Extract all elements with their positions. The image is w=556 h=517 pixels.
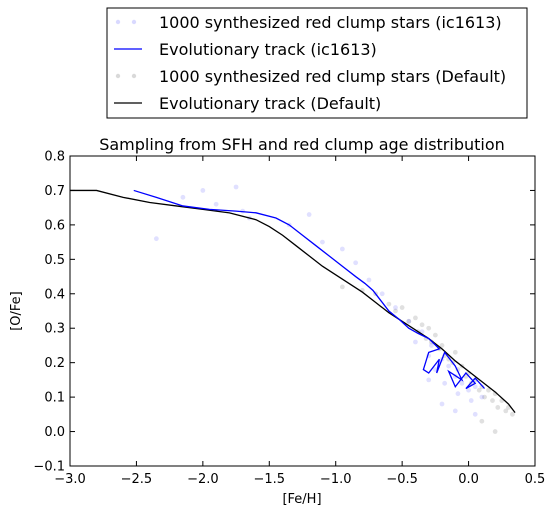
y-tick-label: 0.3: [44, 322, 65, 337]
scatter-point: [510, 411, 515, 417]
x-tick-label: −0.5: [386, 472, 418, 487]
scatter-point: [490, 398, 495, 403]
scatter-point: [233, 184, 239, 190]
scatter-point: [492, 429, 498, 434]
scatter-point: [432, 332, 438, 338]
y-tick-label: −0.1: [33, 460, 65, 475]
x-tick-label: −1.0: [320, 472, 352, 487]
legend-label: 1000 synthesized red clump stars (Defaul…: [159, 67, 506, 86]
legend-marker-ic1613: [131, 19, 137, 25]
scatter-point: [413, 315, 418, 321]
series-line: [133, 189, 485, 390]
y-tick-label: 0.4: [44, 287, 65, 302]
scatter-point: [406, 318, 412, 324]
x-axis-label: [Fe/H]: [282, 492, 321, 507]
x-tick-label: −1.5: [253, 472, 285, 487]
scatter-point: [476, 387, 482, 393]
scatter-point: [452, 349, 458, 355]
chart-title: Sampling from SFH and red clump age dist…: [99, 135, 505, 154]
legend-entry-2: 1000 synthesized red clump stars (Defaul…: [115, 67, 506, 86]
scatter-point: [306, 212, 312, 217]
tick-layer: −3.0 −2.5 −2.0 −1.5 −1.0 −0.5 0.0 0.5 −0.1 0.0 0.1…: [33, 150, 545, 488]
scatter-point: [366, 277, 372, 283]
series-line: [70, 189, 516, 414]
legend-marker-default: [115, 73, 121, 79]
scatter-point: [406, 318, 412, 324]
scatter-point: [459, 380, 465, 386]
scatter-point: [503, 408, 509, 414]
scatter-point: [426, 377, 432, 383]
scatter-point: [442, 380, 448, 386]
y-tick-label: 0.8: [44, 150, 65, 165]
scatter-point: [452, 408, 458, 414]
x-tick-label: 0.0: [458, 472, 479, 487]
scatter-point: [482, 394, 487, 400]
scatter-point: [379, 291, 385, 297]
x-tick-label: −2.0: [187, 472, 219, 487]
scatter-point: [353, 260, 359, 266]
scatter-point: [153, 236, 159, 242]
scatter-point: [393, 305, 398, 310]
scatter-point: [472, 384, 478, 390]
scatter-point: [386, 301, 392, 307]
plot-frame: [69, 155, 536, 467]
legend-entry-0: 1000 synthesized red clump stars (ic1613…: [115, 13, 502, 32]
scatter-point: [479, 384, 485, 390]
scatter-point: [399, 305, 405, 310]
y-tick-label: 0.5: [44, 253, 65, 268]
scatter-point: [180, 194, 186, 200]
y-axis-label: [O/Fe]: [9, 291, 24, 331]
legend-frame: [106, 7, 528, 119]
legend-marker-default: [131, 73, 137, 79]
legend-marker-ic1613: [115, 19, 121, 25]
y-tick-label: 0.0: [44, 425, 65, 440]
line-layer: [70, 189, 516, 414]
scatter-point: [479, 394, 485, 400]
scatter-point: [426, 325, 432, 331]
y-tick-label: 0.2: [44, 356, 65, 371]
scatter-point: [468, 398, 474, 403]
scatter-point: [495, 405, 501, 410]
plot-area: −3.0 −2.5 −2.0 −1.5 −1.0 −0.5 0.0 0.5 −0.1 0.0 0.1…: [33, 150, 545, 488]
scatter-point: [446, 363, 452, 369]
scatter-point: [393, 308, 398, 314]
legend-label: 1000 synthesized red clump stars (ic1613…: [159, 13, 502, 32]
x-tick-label: −2.5: [121, 472, 153, 487]
scatter-point: [200, 188, 206, 193]
x-tick-label: −3.0: [54, 472, 86, 487]
scatter-point: [472, 411, 478, 417]
scatter-point: [486, 387, 491, 393]
scatter-point: [419, 322, 425, 328]
scatter-point: [439, 401, 445, 407]
scatter-point: [439, 343, 445, 348]
y-tick-label: 0.6: [44, 218, 65, 233]
scatter-point: [413, 339, 418, 345]
scatter-point: [466, 387, 471, 393]
scatter-point: [455, 391, 461, 397]
y-tick-label: 0.7: [44, 184, 65, 199]
y-tick-label: 0.1: [44, 391, 65, 406]
x-tick-label: 0.5: [525, 472, 546, 487]
legend-label: Evolutionary track (Default): [159, 94, 381, 113]
scatter-point: [320, 239, 325, 245]
scatter-point: [428, 343, 434, 348]
legend-entry-3: Evolutionary track (Default): [114, 94, 381, 113]
scatter-point: [339, 246, 345, 252]
scatter-point: [213, 201, 219, 207]
legend-label: Evolutionary track (ic1613): [159, 40, 377, 59]
legend-entry-1: Evolutionary track (ic1613): [114, 40, 377, 59]
scatter-point: [339, 284, 345, 290]
scatter-point: [479, 418, 485, 424]
legend: 1000 synthesized red clump stars (ic1613…: [106, 7, 528, 119]
